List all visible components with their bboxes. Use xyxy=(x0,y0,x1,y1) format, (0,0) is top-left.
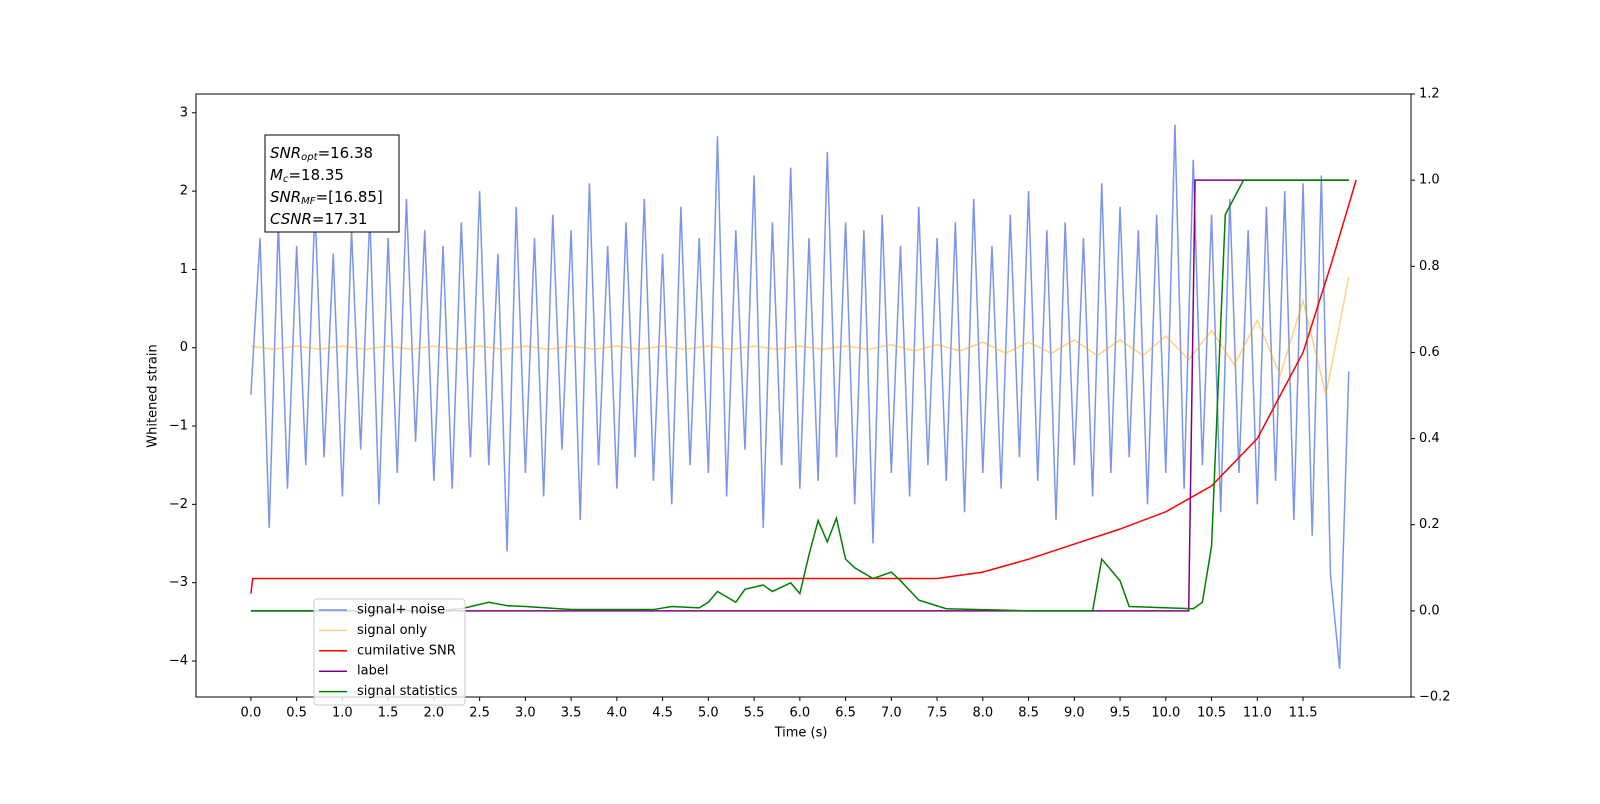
x-tick-label: 6.0 xyxy=(789,706,810,721)
x-axis-label: Time (s) xyxy=(774,726,828,741)
annotation-name: M xyxy=(270,166,283,184)
y-tick-label: 1 xyxy=(180,262,188,277)
annotation-value: =17.31 xyxy=(312,210,368,228)
x-tick-label: 5.5 xyxy=(744,706,765,721)
y-tick-label: −3 xyxy=(169,575,188,590)
y2-tick-label: −0.2 xyxy=(1419,690,1451,705)
y2-tick-label: 0.2 xyxy=(1419,517,1440,532)
x-tick-label: 11.0 xyxy=(1243,706,1272,721)
annotation-name: SNR xyxy=(270,144,301,162)
y2-tick-label: 1.2 xyxy=(1419,87,1440,102)
y2-tick-label: 0.0 xyxy=(1419,603,1440,618)
annotation-text: CSNR=17.31 xyxy=(270,210,367,228)
annotation-text: SNRopt=16.38 xyxy=(270,144,373,164)
x-tick-label: 10.5 xyxy=(1197,706,1226,721)
annotation-name: SNR xyxy=(270,188,301,206)
series-line xyxy=(250,277,1350,395)
x-tick-label: 4.5 xyxy=(652,706,673,721)
y-tick-label: 0 xyxy=(180,340,188,355)
y2-tick-label: 0.8 xyxy=(1419,259,1440,274)
x-tick-label: 8.5 xyxy=(1018,706,1039,721)
series-line xyxy=(250,124,1350,669)
annotation-sub: MF xyxy=(301,196,316,207)
annotation-text: SNRMF=[16.85] xyxy=(270,188,383,208)
y2-tick-label: 0.4 xyxy=(1419,431,1440,446)
annotation-frame xyxy=(264,134,400,233)
x-tick-label: 3.5 xyxy=(561,706,582,721)
annotation-text: Mc=18.35 xyxy=(270,166,344,186)
y2-tick-label: 1.0 xyxy=(1419,173,1440,188)
legend-label: signal statistics xyxy=(357,684,458,699)
y-tick-label: 3 xyxy=(180,105,188,120)
annotation-value: =16.38 xyxy=(318,144,374,162)
y-tick-label: −2 xyxy=(169,497,188,512)
x-tick-label: 7.5 xyxy=(927,706,948,721)
series-line xyxy=(250,179,1349,612)
axes-frame xyxy=(195,93,1412,698)
legend: signal+ noise signal only cumilative SNR la… xyxy=(313,598,466,706)
x-tick-label: 9.0 xyxy=(1064,706,1085,721)
series-line xyxy=(250,179,1349,612)
x-tick-label: 2.0 xyxy=(424,706,445,721)
y-tick-label: −4 xyxy=(169,653,188,668)
x-tick-label: 1.5 xyxy=(378,706,399,721)
x-tick-label: 11.5 xyxy=(1289,706,1318,721)
annotation-sub: opt xyxy=(301,152,318,163)
x-tick-label: 6.5 xyxy=(835,706,856,721)
x-tick-label: 0.0 xyxy=(241,706,262,721)
y2-tick-label: 0.6 xyxy=(1419,345,1440,360)
annotation-value: =18.35 xyxy=(288,166,344,184)
series-line xyxy=(250,179,1357,594)
annotation-value: =[16.85] xyxy=(316,188,383,206)
annotation-sub: c xyxy=(283,174,289,185)
x-tick-label: 4.0 xyxy=(607,706,628,721)
legend-label: cumilative SNR xyxy=(357,643,456,658)
legend-label: label xyxy=(357,664,388,679)
legend-label: signal only xyxy=(357,623,427,638)
x-tick-label: 2.5 xyxy=(469,706,490,721)
y-axis-label: Whitened strain xyxy=(146,344,161,447)
annotation-name: CSNR xyxy=(270,210,312,228)
y-tick-label: −1 xyxy=(169,419,188,434)
x-tick-label: 3.0 xyxy=(515,706,536,721)
x-tick-label: 9.5 xyxy=(1110,706,1131,721)
annotation-box: SNRopt=16.38Mc=18.35SNRMF=[16.85]CSNR=17… xyxy=(264,134,400,233)
legend-frame xyxy=(313,598,466,706)
x-tick-label: 1.0 xyxy=(332,706,353,721)
x-tick-label: 10.0 xyxy=(1151,706,1180,721)
x-tick-label: 8.0 xyxy=(972,706,993,721)
x-tick-label: 0.5 xyxy=(286,706,307,721)
legend-label: signal+ noise xyxy=(357,603,445,618)
x-tick-label: 5.0 xyxy=(698,706,719,721)
y-tick-label: 2 xyxy=(180,184,188,199)
x-tick-label: 7.0 xyxy=(881,706,902,721)
